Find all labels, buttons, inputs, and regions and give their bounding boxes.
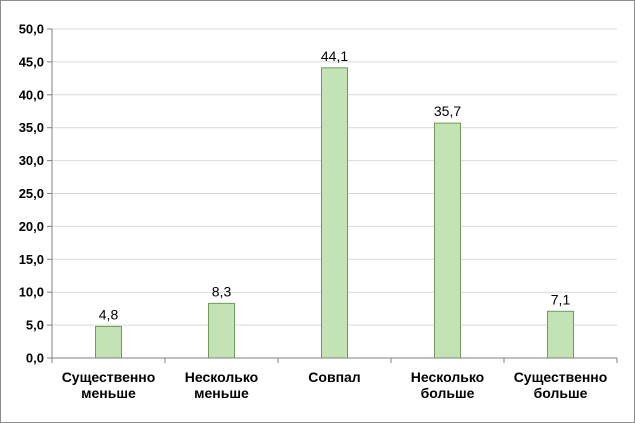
bar — [95, 325, 122, 359]
axes — [47, 28, 618, 363]
y-tick-label: 45,0 — [19, 54, 44, 69]
bar — [321, 67, 348, 359]
data-label: 4,8 — [99, 306, 119, 322]
x-category-label: Существенно — [62, 369, 156, 385]
bar — [434, 122, 461, 359]
y-tick-label: 5,0 — [26, 318, 44, 333]
x-category-label: меньше — [194, 385, 249, 401]
gridlines — [52, 28, 617, 326]
y-tick-label: 20,0 — [19, 219, 44, 234]
x-category-label: Несколько — [185, 369, 258, 385]
y-tick-label: 15,0 — [19, 252, 44, 267]
y-tick-label: 25,0 — [19, 186, 44, 201]
x-category-label: больше — [534, 385, 588, 401]
x-category-label: Существенно — [514, 369, 608, 385]
y-tick-label: 10,0 — [19, 285, 44, 300]
x-category-label: Несколько — [411, 369, 484, 385]
bar — [547, 310, 574, 359]
data-label: 7,1 — [551, 291, 571, 307]
bars — [95, 67, 574, 359]
x-category-label: больше — [421, 385, 475, 401]
data-label: 35,7 — [434, 103, 461, 119]
y-tick-label: 35,0 — [19, 120, 44, 135]
y-tick-label: 30,0 — [19, 153, 44, 168]
y-tick-label: 0,0 — [26, 351, 44, 366]
y-tick-label: 40,0 — [19, 87, 44, 102]
x-category-label: меньше — [81, 385, 136, 401]
data-label: 8,3 — [212, 283, 232, 299]
labels: 0,0 5,0 10,0 15,0 20,0 25,0 30,0 35,0 40,0 45,0 50… — [19, 22, 608, 402]
y-tick-label: 50,0 — [19, 22, 44, 37]
bar — [208, 302, 235, 359]
x-category-label: Совпал — [308, 369, 360, 385]
data-label: 44,1 — [321, 48, 348, 64]
